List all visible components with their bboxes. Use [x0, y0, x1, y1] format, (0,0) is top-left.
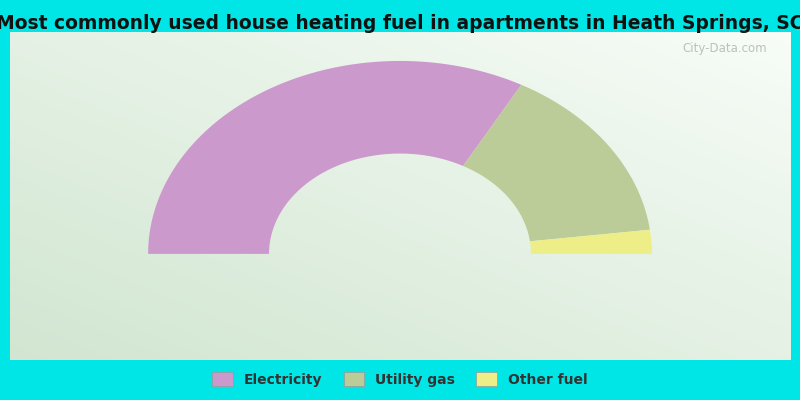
Polygon shape	[530, 230, 652, 254]
Polygon shape	[463, 85, 650, 241]
Text: City-Data.com: City-Data.com	[682, 42, 767, 55]
Polygon shape	[148, 61, 522, 254]
Legend: Electricity, Utility gas, Other fuel: Electricity, Utility gas, Other fuel	[206, 367, 594, 392]
Text: Most commonly used house heating fuel in apartments in Heath Springs, SC: Most commonly used house heating fuel in…	[0, 14, 800, 33]
